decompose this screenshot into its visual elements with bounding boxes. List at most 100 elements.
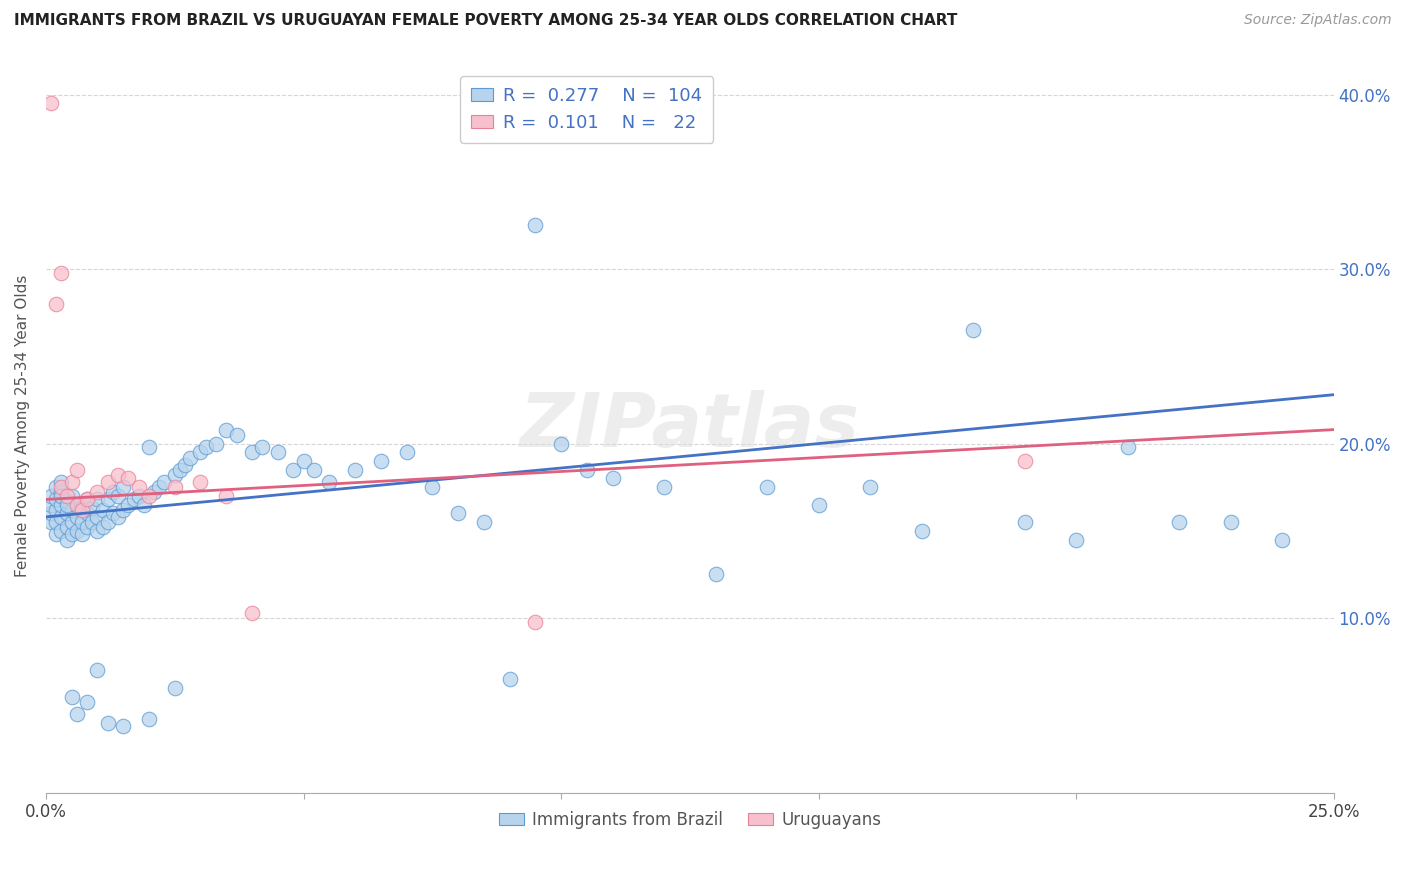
Point	[550, 436, 572, 450]
Point	[60, 690, 83, 704]
Point	[86, 664, 108, 678]
Point	[60, 503, 83, 517]
Point	[70, 515, 93, 529]
Point	[128, 480, 150, 494]
Point	[252, 440, 274, 454]
Point	[51, 480, 73, 494]
Point	[76, 492, 98, 507]
Point	[39, 507, 62, 521]
Point	[153, 475, 176, 489]
Point	[82, 501, 104, 516]
Point	[101, 485, 124, 500]
Point	[51, 509, 73, 524]
Point	[60, 475, 83, 489]
Point	[962, 323, 984, 337]
Point	[86, 509, 108, 524]
Point	[169, 463, 191, 477]
Text: IMMIGRANTS FROM BRAZIL VS URUGUAYAN FEMALE POVERTY AMONG 25-34 YEAR OLDS CORRELA: IMMIGRANTS FROM BRAZIL VS URUGUAYAN FEMA…	[14, 13, 957, 29]
Point	[132, 498, 155, 512]
Point	[55, 498, 77, 512]
Point	[215, 423, 238, 437]
Point	[107, 489, 129, 503]
Point	[225, 428, 247, 442]
Point	[318, 475, 340, 489]
Point	[66, 498, 89, 512]
Point	[39, 96, 62, 111]
Point	[55, 520, 77, 534]
Point	[51, 498, 73, 512]
Point	[70, 503, 93, 517]
Point	[1116, 440, 1139, 454]
Point	[472, 515, 495, 529]
Point	[86, 492, 108, 507]
Point	[51, 266, 73, 280]
Point	[107, 468, 129, 483]
Point	[163, 480, 186, 494]
Point	[45, 492, 67, 507]
Point	[240, 606, 263, 620]
Point	[292, 454, 315, 468]
Point	[112, 503, 135, 517]
Point	[395, 445, 418, 459]
Point	[55, 494, 77, 508]
Point	[66, 463, 89, 477]
Point	[163, 468, 186, 483]
Point	[283, 463, 305, 477]
Point	[91, 503, 114, 517]
Point	[76, 507, 98, 521]
Point	[112, 480, 135, 494]
Legend: Immigrants from Brazil, Uruguayans: Immigrants from Brazil, Uruguayans	[492, 805, 887, 836]
Point	[51, 475, 73, 489]
Point	[97, 515, 120, 529]
Point	[70, 501, 93, 516]
Point	[45, 527, 67, 541]
Point	[91, 520, 114, 534]
Point	[807, 498, 830, 512]
Point	[55, 533, 77, 547]
Text: ZIPatlas: ZIPatlas	[520, 390, 860, 463]
Point	[39, 489, 62, 503]
Point	[138, 440, 160, 454]
Point	[1064, 533, 1087, 547]
Point	[117, 498, 139, 512]
Point	[704, 567, 727, 582]
Point	[524, 219, 547, 233]
Point	[107, 509, 129, 524]
Point	[575, 463, 598, 477]
Point	[66, 524, 89, 538]
Point	[190, 475, 212, 489]
Point	[45, 503, 67, 517]
Point	[602, 471, 624, 485]
Point	[128, 489, 150, 503]
Point	[101, 507, 124, 521]
Point	[60, 489, 83, 503]
Point	[179, 450, 201, 465]
Point	[51, 524, 73, 538]
Point	[1271, 533, 1294, 547]
Point	[143, 485, 166, 500]
Point	[39, 515, 62, 529]
Point	[1168, 515, 1191, 529]
Point	[163, 681, 186, 695]
Point	[240, 445, 263, 459]
Point	[205, 436, 228, 450]
Point	[76, 695, 98, 709]
Point	[66, 498, 89, 512]
Point	[524, 615, 547, 629]
Point	[122, 492, 145, 507]
Y-axis label: Female Poverty Among 25-34 Year Olds: Female Poverty Among 25-34 Year Olds	[15, 275, 30, 577]
Point	[343, 463, 366, 477]
Point	[86, 485, 108, 500]
Point	[215, 489, 238, 503]
Point	[60, 527, 83, 541]
Point	[652, 480, 675, 494]
Point	[97, 475, 120, 489]
Point	[45, 297, 67, 311]
Point	[370, 454, 392, 468]
Point	[498, 672, 520, 686]
Point	[302, 463, 325, 477]
Point	[39, 498, 62, 512]
Point	[45, 480, 67, 494]
Point	[1014, 515, 1036, 529]
Point	[66, 707, 89, 722]
